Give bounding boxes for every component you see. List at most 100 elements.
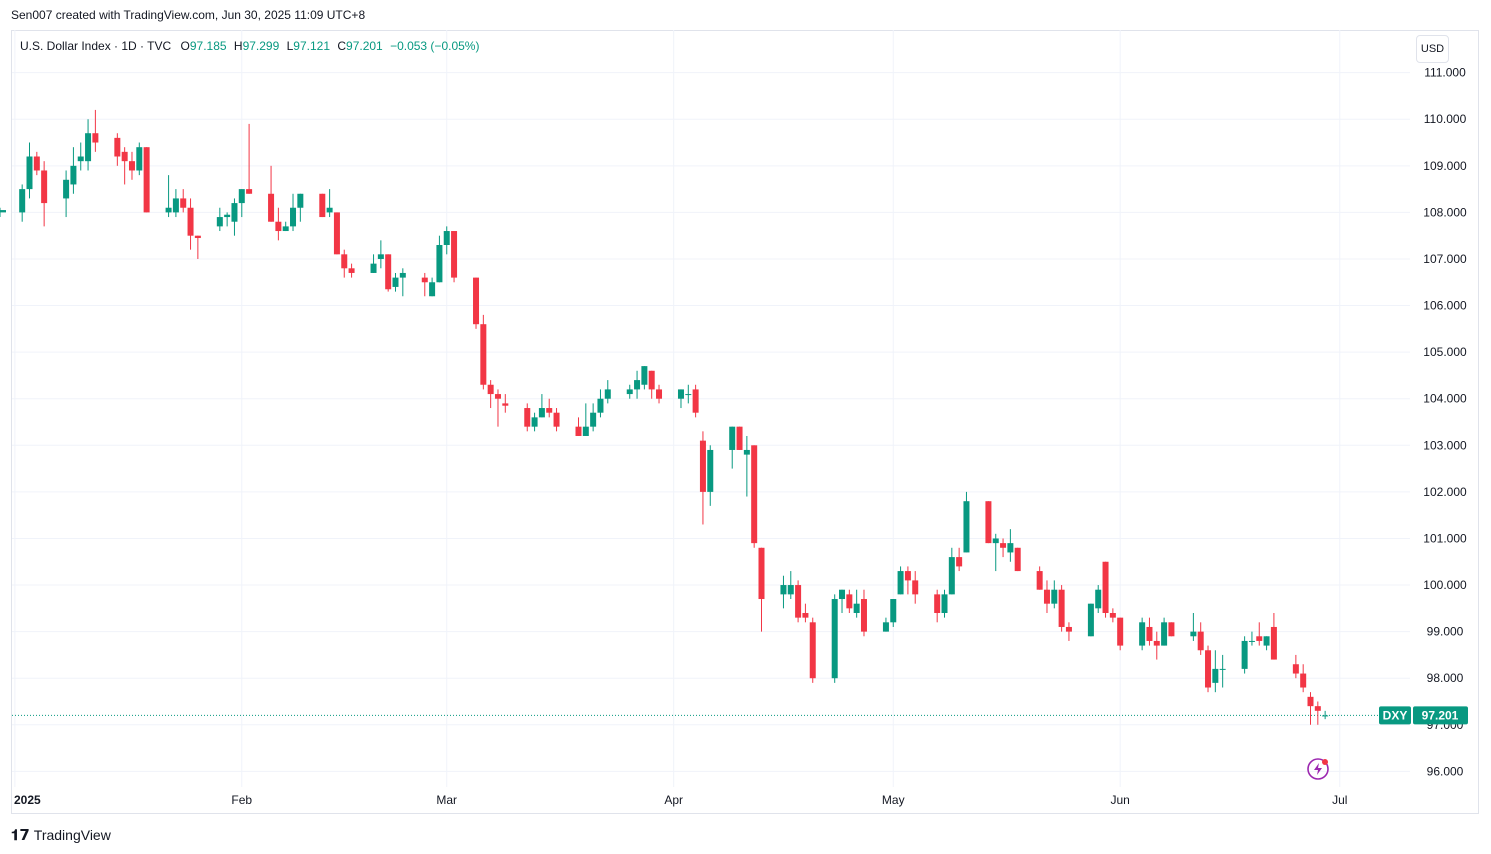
price-tag-ticker: DXY bbox=[1383, 708, 1408, 722]
y-tick-label: 96.000 bbox=[1427, 764, 1464, 778]
candle-body bbox=[128, 161, 135, 171]
brand-name: TradingView bbox=[33, 827, 111, 843]
candle-body bbox=[795, 585, 802, 618]
lightning-alert-icon[interactable] bbox=[1307, 758, 1329, 780]
candle-body bbox=[677, 389, 684, 399]
candle-body bbox=[1058, 589, 1065, 627]
candle-body bbox=[216, 217, 223, 227]
candle-body bbox=[370, 263, 377, 273]
y-tick-label: 98.000 bbox=[1427, 671, 1464, 685]
candle-body bbox=[1007, 543, 1014, 553]
candle-body bbox=[707, 449, 714, 492]
candle-body bbox=[1212, 668, 1219, 683]
candle-body bbox=[194, 235, 201, 239]
candlestick-series bbox=[0, 109, 1329, 725]
candle-body bbox=[846, 594, 853, 609]
candle-body bbox=[751, 445, 758, 544]
x-tick-label: Jul bbox=[1332, 793, 1347, 807]
candle-body bbox=[392, 277, 399, 287]
x-tick-label: May bbox=[882, 793, 905, 807]
candle-body bbox=[1241, 640, 1248, 669]
candle-body bbox=[1043, 589, 1050, 604]
chart-frame bbox=[11, 30, 1479, 814]
candle-body bbox=[648, 370, 655, 390]
candle-body bbox=[297, 193, 304, 208]
candle-body bbox=[1087, 603, 1094, 637]
candle-body bbox=[904, 571, 911, 581]
candle-body bbox=[590, 412, 597, 427]
candle-body bbox=[1270, 626, 1277, 660]
candle-body bbox=[634, 380, 641, 390]
candle-body bbox=[1307, 696, 1314, 707]
legend-close: 97.201 bbox=[346, 39, 383, 53]
y-tick-label: 101.000 bbox=[1423, 531, 1467, 545]
candle-body bbox=[246, 189, 253, 194]
candle-body bbox=[1117, 617, 1124, 646]
candle-body bbox=[114, 137, 121, 157]
currency-button[interactable]: USD bbox=[1416, 35, 1449, 63]
candle-body bbox=[377, 254, 384, 259]
candle-body bbox=[290, 207, 297, 227]
candle-body bbox=[853, 603, 860, 613]
x-tick-label: Apr bbox=[664, 793, 683, 807]
brand-footer[interactable]: 𝟏𝟳 TradingView bbox=[11, 826, 111, 844]
candle-body bbox=[641, 366, 648, 385]
candle-body bbox=[1139, 622, 1146, 646]
candle-body bbox=[224, 214, 231, 218]
candle-body bbox=[1000, 543, 1007, 548]
candle-body bbox=[626, 389, 633, 395]
legend-close-label: C bbox=[337, 39, 347, 53]
candle-body bbox=[1292, 664, 1299, 674]
y-tick-label: 102.000 bbox=[1423, 485, 1467, 499]
candle-body bbox=[121, 151, 128, 162]
candle-body bbox=[502, 403, 509, 406]
candle-body bbox=[538, 408, 545, 418]
price-tag-value: 97.201 bbox=[1422, 708, 1459, 722]
candle-body bbox=[1051, 589, 1058, 604]
candle-body bbox=[421, 277, 428, 283]
candle-body bbox=[0, 210, 6, 213]
candle-body bbox=[1146, 626, 1153, 641]
candle-body bbox=[948, 557, 955, 595]
candle-body bbox=[429, 282, 436, 297]
chart-grid bbox=[12, 30, 1410, 787]
candle-body bbox=[487, 384, 494, 395]
candle-body bbox=[1036, 571, 1043, 590]
candle-body bbox=[956, 557, 963, 567]
candle-body bbox=[546, 408, 553, 413]
time-axis: 2025 Feb Mar Apr May Jun Jul bbox=[14, 793, 1347, 807]
x-tick-label: Mar bbox=[436, 793, 457, 807]
price-tag: DXY 97.201 bbox=[1379, 706, 1468, 725]
candle-body bbox=[443, 231, 450, 246]
candle-body bbox=[1065, 626, 1072, 632]
y-tick-label: 105.000 bbox=[1423, 345, 1467, 359]
candle-body bbox=[480, 324, 487, 385]
candle-body bbox=[1153, 640, 1160, 646]
candle-body bbox=[282, 226, 289, 232]
candle-body bbox=[912, 580, 919, 595]
candle-body bbox=[63, 179, 70, 199]
candle-body bbox=[839, 589, 846, 600]
candle-body bbox=[1314, 706, 1321, 711]
candle-body bbox=[319, 193, 326, 218]
candle-body bbox=[1014, 547, 1021, 572]
candle-body bbox=[275, 221, 282, 232]
candle-body bbox=[180, 198, 187, 208]
candle-body bbox=[1256, 636, 1263, 641]
candle-body bbox=[1205, 650, 1212, 688]
candle-body bbox=[341, 254, 348, 269]
candle-body bbox=[743, 449, 750, 455]
candle-body bbox=[1161, 622, 1168, 646]
candle-body bbox=[758, 547, 765, 600]
y-tick-label: 110.000 bbox=[1424, 112, 1467, 126]
x-tick-label: Feb bbox=[231, 793, 252, 807]
candle-body bbox=[494, 394, 501, 399]
candle-body bbox=[231, 203, 238, 222]
candle-body bbox=[831, 599, 838, 679]
legend-low: 97.121 bbox=[293, 39, 330, 53]
candle-body bbox=[187, 207, 194, 236]
candle-body bbox=[85, 133, 92, 162]
y-tick-label: 104.000 bbox=[1423, 392, 1467, 406]
legend-low-label: L bbox=[286, 39, 294, 53]
